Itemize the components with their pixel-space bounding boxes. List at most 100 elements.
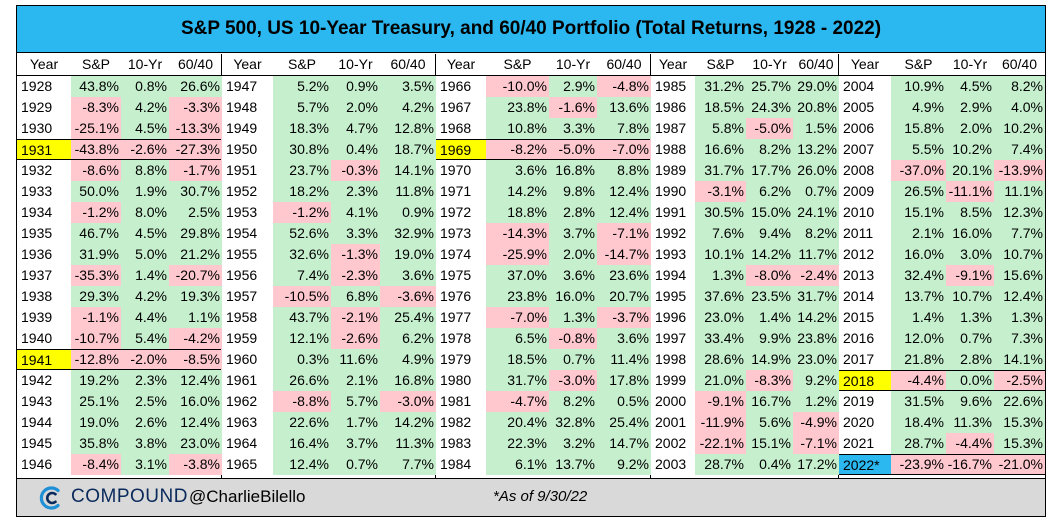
treasury-10yr-cell: 0.8% [121, 76, 169, 97]
portfolio-60-40-cell: 13.2% [793, 139, 839, 160]
sp500-cell: -8.3% [71, 97, 121, 118]
table-row: 1965 12.4% 0.7% 7.7% [222, 454, 436, 475]
table-row: 1960 0.3% 11.6% 4.9% [222, 349, 436, 370]
year-cell: 1940 [21, 330, 53, 346]
column-header-year: Year [658, 56, 688, 72]
portfolio-60-40-cell: 24.1% [793, 202, 839, 223]
sp500-cell: -10.5% [273, 286, 331, 307]
header-row: Year S&P 10-Yr 60/40 [222, 54, 435, 75]
sp500-cell: -8.4% [71, 454, 121, 475]
year-cell: 1958 [226, 309, 258, 325]
portfolio-60-40-cell: 10.7% [994, 244, 1045, 265]
highlight-border-bottom [839, 474, 1045, 475]
year-cell: 1992 [655, 225, 687, 241]
table-row: 2008 -37.0% 20.1% -13.9% [839, 160, 1045, 181]
table-row: 1940 -10.7% 5.4% -4.2% [17, 328, 222, 349]
treasury-10yr-cell: 6.8% [331, 286, 380, 307]
table-row: 1932 -8.6% 8.8% -1.7% [17, 160, 222, 181]
year-cell: 1986 [655, 99, 687, 115]
portfolio-60-40-cell: 12.3% [994, 202, 1045, 223]
table-row: 2020 18.4% 11.3% 15.3% [839, 412, 1045, 433]
table-row: 1953 -1.2% 4.1% 0.9% [222, 202, 436, 223]
treasury-10yr-cell: 2.1% [331, 370, 380, 391]
year-cell: 1947 [226, 78, 258, 94]
sp500-cell: 31.7% [695, 160, 746, 181]
table-row: 1998 28.6% 14.9% 23.0% [651, 349, 839, 370]
table-row: 1971 14.2% 9.8% 12.4% [436, 181, 651, 202]
portfolio-60-40-cell: 4.0% [994, 97, 1045, 118]
treasury-10yr-cell: 0.4% [331, 139, 380, 160]
portfolio-60-40-cell: 15.3% [994, 433, 1045, 454]
table-row: 1999 21.0% -8.3% 9.2% [651, 370, 839, 391]
portfolio-60-40-cell: 7.7% [994, 223, 1045, 244]
year-cell: 1953 [226, 204, 258, 220]
portfolio-60-40-cell: 17.2% [793, 454, 839, 475]
portfolio-60-40-cell: -13.9% [994, 160, 1045, 181]
portfolio-60-40-cell: -3.7% [597, 307, 651, 328]
treasury-10yr-cell: 2.3% [331, 181, 380, 202]
year-cell: 1938 [21, 288, 53, 304]
table-row: 1956 7.4% -2.3% 3.6% [222, 265, 436, 286]
author-handle[interactable]: @CharlieBilello [189, 487, 306, 506]
treasury-10yr-cell: -8.0% [746, 265, 793, 286]
year-cell: 1959 [226, 330, 258, 346]
table-row: 1938 29.3% 4.2% 19.3% [17, 286, 222, 307]
header-divider [222, 75, 435, 76]
year-cell: 1975 [440, 267, 472, 283]
portfolio-60-40-cell: 3.6% [597, 328, 651, 349]
treasury-10yr-cell: 1.7% [331, 412, 380, 433]
year-cell: 1932 [21, 162, 53, 178]
year-cell: 2001 [655, 414, 687, 430]
portfolio-60-40-cell: -3.6% [380, 286, 436, 307]
portfolio-60-40-cell: 12.4% [169, 370, 222, 391]
highlight-border-top [17, 349, 221, 350]
sp500-cell: -7.0% [486, 307, 549, 328]
treasury-10yr-cell: -3.0% [549, 370, 597, 391]
column-header-treasury-10yr: 10-Yr [555, 56, 591, 72]
sp500-cell: 31.5% [891, 391, 946, 412]
portfolio-60-40-cell: 14.1% [380, 160, 436, 181]
sp500-cell: 14.2% [486, 181, 549, 202]
treasury-10yr-cell: -11.1% [946, 181, 994, 202]
portfolio-60-40-cell: 22.6% [994, 391, 1045, 412]
portfolio-60-40-cell: -14.7% [597, 244, 651, 265]
treasury-10yr-cell: 0.4% [746, 454, 793, 475]
portfolio-60-40-cell: -21.0% [994, 454, 1045, 475]
treasury-10yr-cell: 3.7% [331, 433, 380, 454]
sp500-cell: 23.8% [486, 97, 549, 118]
year-cell: 2008 [843, 162, 875, 178]
table-row: 1973 -14.3% 3.7% -7.1% [436, 223, 651, 244]
portfolio-60-40-cell: 11.1% [994, 181, 1045, 202]
table-row: 1947 5.2% 0.9% 3.5% [222, 76, 436, 97]
portfolio-60-40-cell: 0.7% [793, 181, 839, 202]
sp500-cell: -23.9% [891, 454, 946, 475]
table-row: 1944 19.0% 2.6% 12.4% [17, 412, 222, 433]
portfolio-60-40-cell: 23.0% [169, 433, 222, 454]
table-row: 1992 7.6% 9.4% 8.2% [651, 223, 839, 244]
treasury-10yr-cell: 10.2% [946, 139, 994, 160]
table-row: 2002 -22.1% 15.1% -7.1% [651, 433, 839, 454]
table-row: 1962 -8.8% 5.7% -3.0% [222, 391, 436, 412]
year-cell: 2019 [843, 393, 875, 409]
table-row: 1934 -1.2% 8.0% 2.5% [17, 202, 222, 223]
sp500-cell: 3.6% [486, 160, 549, 181]
portfolio-60-40-cell: 2.5% [169, 202, 222, 223]
treasury-10yr-cell: 8.0% [121, 202, 169, 223]
portfolio-60-40-cell: 0.9% [380, 202, 436, 223]
portfolio-60-40-cell: 11.4% [597, 349, 651, 370]
portfolio-60-40-cell: 20.8% [793, 97, 839, 118]
table-row: 1945 35.8% 3.8% 23.0% [17, 433, 222, 454]
table-row: 2006 15.8% 2.0% 10.2% [839, 118, 1045, 139]
table-row: 1972 18.8% 2.8% 12.4% [436, 202, 651, 223]
table-row: 1959 12.1% -2.6% 6.2% [222, 328, 436, 349]
table-row: 2012 16.0% 3.0% 10.7% [839, 244, 1045, 265]
highlight-border-bottom [17, 369, 221, 370]
sp500-cell: 50.0% [71, 181, 121, 202]
footer-bar: COMPOUND @CharlieBilello *As of 9/30/22 [17, 478, 1045, 516]
treasury-10yr-cell: 5.4% [121, 328, 169, 349]
portfolio-60-40-cell: -4.2% [169, 328, 222, 349]
table-row: 1987 5.8% -5.0% 1.5% [651, 118, 839, 139]
table-row: 2009 26.5% -11.1% 11.1% [839, 181, 1045, 202]
year-cell: 1971 [440, 183, 472, 199]
portfolio-60-40-cell: 0.5% [597, 391, 651, 412]
